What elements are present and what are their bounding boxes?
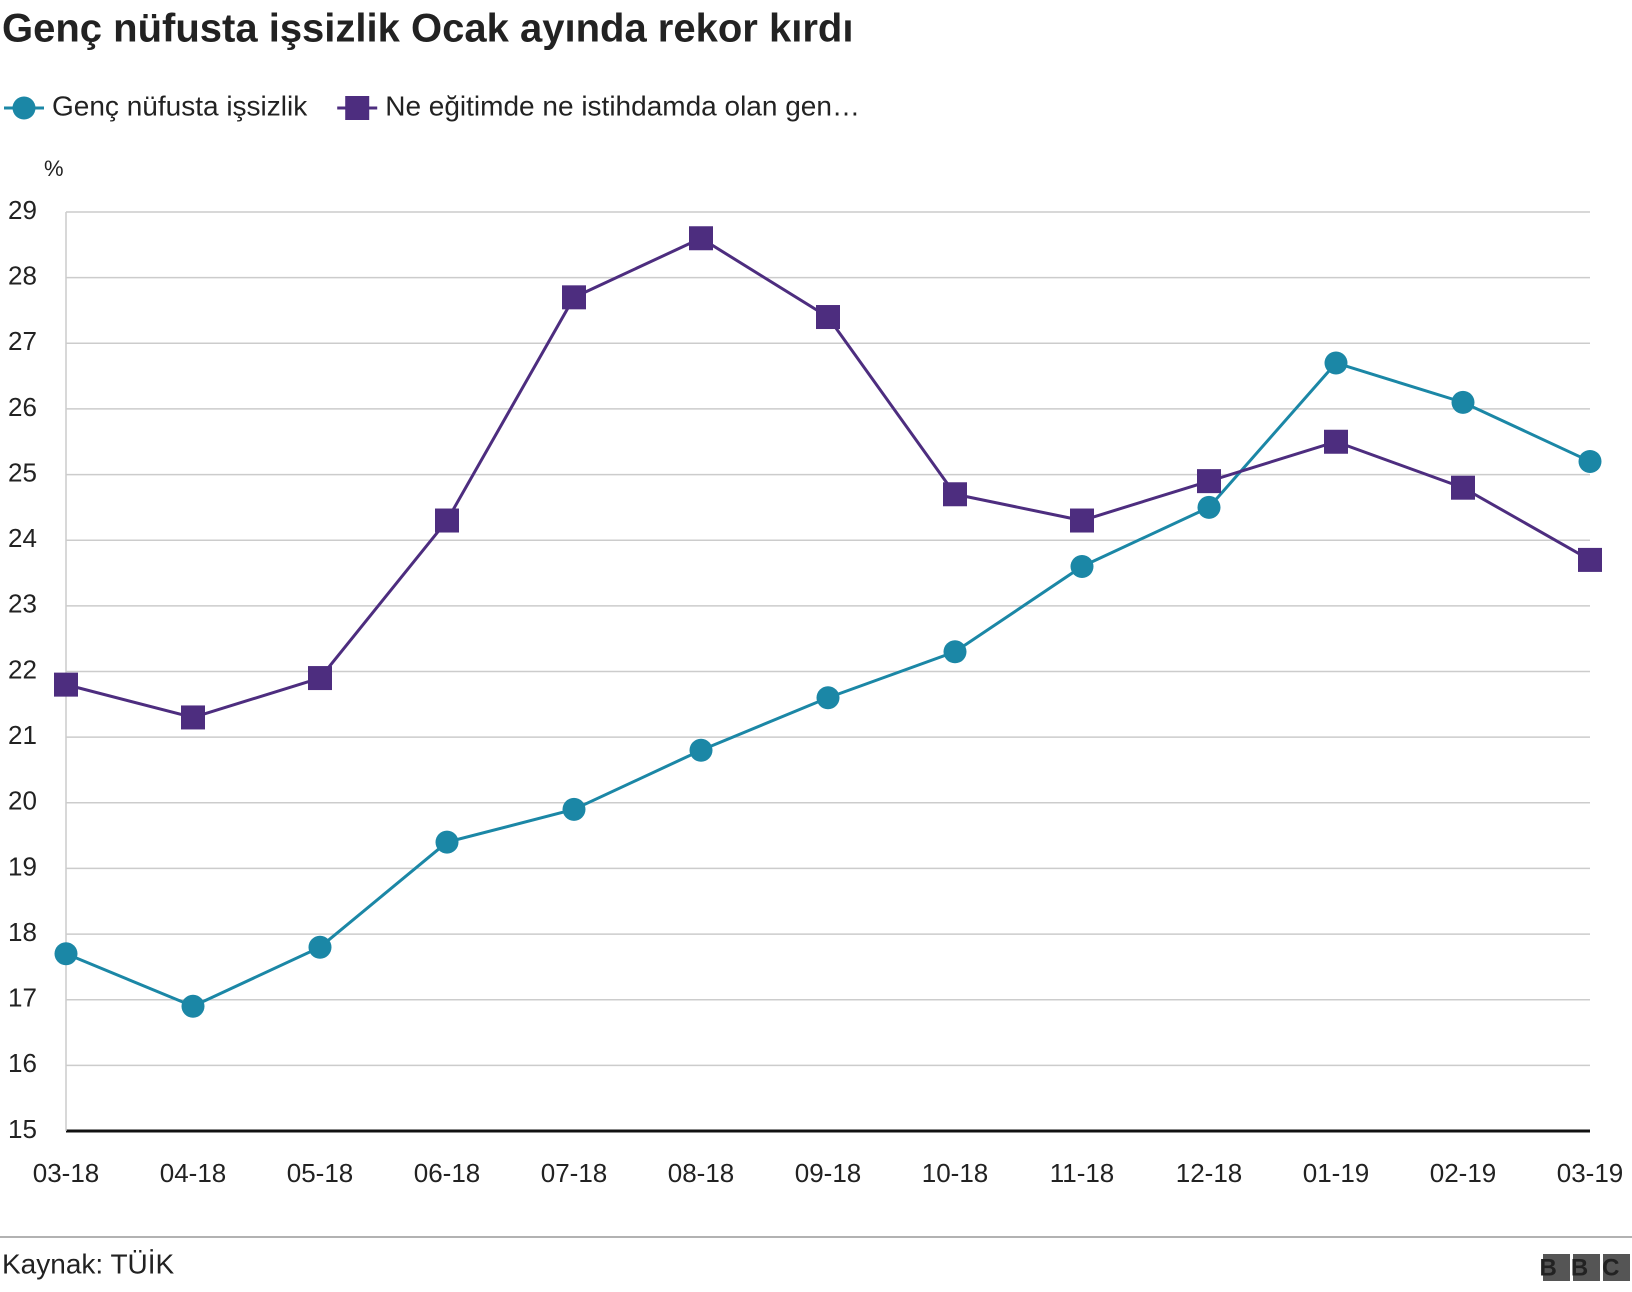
point bbox=[689, 738, 713, 762]
point bbox=[1197, 469, 1221, 494]
point bbox=[54, 672, 78, 697]
y-tick-label: 24 bbox=[8, 523, 37, 553]
point bbox=[689, 226, 713, 251]
chart-title: Genç nüfusta işsizlik Ocak ayında rekor … bbox=[2, 7, 853, 51]
logo: BBC bbox=[1540, 1254, 1632, 1281]
y-tick-label: 16 bbox=[8, 1048, 37, 1078]
x-tick-label: 03-19 bbox=[1557, 1158, 1624, 1188]
x-tick-label: 04-18 bbox=[160, 1158, 227, 1188]
legend-label: Ne eğitimde ne istihdamda olan gen… bbox=[385, 90, 860, 121]
y-tick-label: 19 bbox=[8, 851, 37, 881]
y-tick-label: 20 bbox=[8, 786, 37, 816]
logo-text: BBC bbox=[1540, 1254, 1632, 1281]
point bbox=[1324, 429, 1348, 454]
x-tick-label: 08-18 bbox=[668, 1158, 735, 1188]
point bbox=[1578, 449, 1602, 473]
point bbox=[816, 686, 840, 710]
y-tick-label: 28 bbox=[8, 261, 37, 291]
point bbox=[943, 640, 967, 664]
y-tick-label: 22 bbox=[8, 654, 37, 684]
y-tick-label: 25 bbox=[8, 457, 37, 487]
legend-item: Ne eğitimde ne istihdamda olan gen… bbox=[337, 90, 860, 121]
point bbox=[816, 305, 840, 330]
point bbox=[943, 482, 967, 507]
y-tick-label: 23 bbox=[8, 589, 37, 619]
logo-box bbox=[1573, 1254, 1600, 1281]
x-tick-label: 11-18 bbox=[1050, 1158, 1115, 1188]
y-tick-label: 18 bbox=[8, 917, 37, 947]
point bbox=[562, 285, 586, 310]
legend-marker bbox=[12, 96, 36, 120]
point bbox=[1578, 547, 1602, 572]
source: Kaynak: TÜİK bbox=[2, 1248, 175, 1279]
y-tick-label: 29 bbox=[8, 195, 37, 225]
point bbox=[54, 942, 78, 966]
point bbox=[1451, 475, 1475, 500]
point bbox=[1197, 495, 1221, 519]
legend-marker bbox=[345, 96, 370, 120]
x-tick-label: 01-19 bbox=[1303, 1158, 1370, 1188]
x-tick-label: 02-19 bbox=[1430, 1158, 1497, 1188]
y-unit: % bbox=[44, 156, 64, 181]
point bbox=[435, 830, 459, 854]
x-tick-label: 06-18 bbox=[414, 1158, 481, 1188]
point bbox=[181, 994, 205, 1018]
point bbox=[562, 797, 586, 821]
logo-box bbox=[1603, 1254, 1630, 1281]
y-tick-label: 27 bbox=[8, 326, 37, 356]
point bbox=[1324, 351, 1348, 375]
logo-box bbox=[1543, 1254, 1570, 1281]
point bbox=[1070, 508, 1094, 533]
x-tick-label: 12-18 bbox=[1176, 1158, 1243, 1188]
legend-label: Genç nüfusta işsizlik bbox=[52, 90, 308, 121]
point bbox=[1070, 554, 1094, 578]
legend-item: Genç nüfusta işsizlik bbox=[4, 90, 308, 121]
x-tick-label: 10-18 bbox=[922, 1158, 989, 1188]
point bbox=[1451, 390, 1475, 414]
y-tick-label: 15 bbox=[8, 1114, 37, 1144]
y-tick-label: 26 bbox=[8, 392, 37, 422]
point bbox=[435, 508, 459, 533]
point bbox=[181, 705, 205, 730]
y-tick-label: 21 bbox=[8, 720, 37, 750]
point bbox=[308, 935, 332, 959]
y-tick-label: 17 bbox=[8, 983, 37, 1013]
x-tick-label: 09-18 bbox=[795, 1158, 862, 1188]
point bbox=[308, 666, 332, 691]
x-tick-label: 07-18 bbox=[541, 1158, 608, 1188]
x-tick-label: 03-18 bbox=[33, 1158, 100, 1188]
x-tick-label: 05-18 bbox=[287, 1158, 354, 1188]
